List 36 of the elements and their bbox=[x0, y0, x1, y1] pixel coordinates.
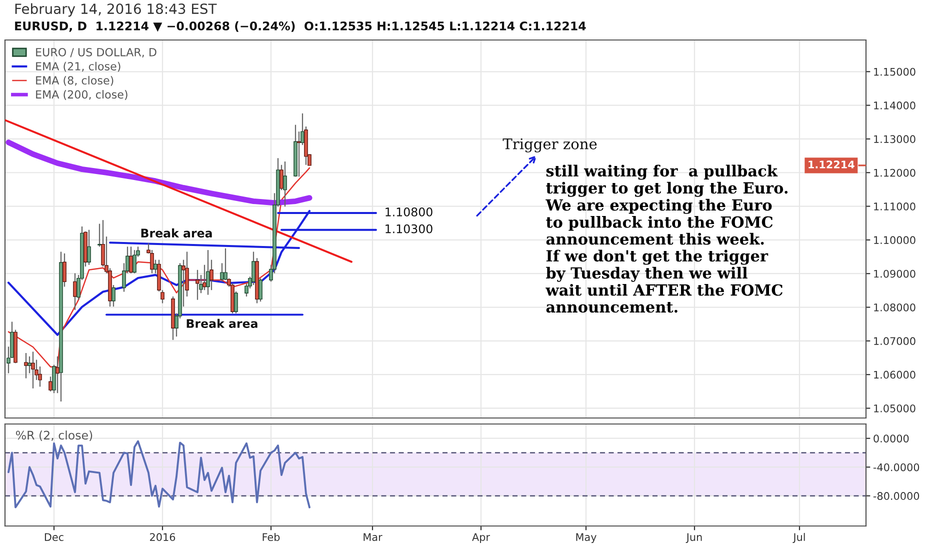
x-tick-label: Apr bbox=[472, 533, 490, 544]
chart-title: February 14, 2016 18:43 EST bbox=[15, 3, 217, 17]
legend-label: EURO / US DOLLAR, D bbox=[36, 48, 156, 58]
annotation: 1.10300 bbox=[386, 224, 432, 234]
x-tick-label: Jun bbox=[686, 533, 702, 543]
annotation: Break area bbox=[141, 228, 212, 238]
y-tick-label: 1.05000 bbox=[874, 404, 916, 412]
chart-title: %R (2, close) bbox=[16, 430, 92, 442]
x-tick-label: Dec bbox=[44, 533, 64, 542]
x-tick-label: 2016 bbox=[150, 533, 176, 542]
x-tick-label: May bbox=[576, 533, 596, 544]
legend-label: EMA (200, close) bbox=[36, 90, 128, 100]
y-tick-label: 1.08000 bbox=[874, 303, 916, 312]
legend-label: EMA (21, close) bbox=[36, 62, 120, 72]
annotation: Break area bbox=[186, 318, 258, 328]
legend-label: EMA (8, close) bbox=[36, 76, 114, 86]
x-tick-label: Jul bbox=[792, 532, 805, 543]
text: still waiting for a pullback trigger to get long the Euro. We are expecting the Euro to pullback into the FOMC announcement this week. If we don't get the trigger by Tuesday then we will wait until AFTER the FOMC announcement. bbox=[546, 164, 788, 313]
ref-line-label: 1.12214 bbox=[808, 160, 854, 168]
annotation: 1.10800 bbox=[386, 208, 432, 216]
y-tick-label: 0.0000 bbox=[874, 434, 909, 442]
y-tick-label: 1.15000 bbox=[874, 68, 916, 76]
y-tick-label: 1.06000 bbox=[874, 370, 916, 379]
y-tick-label: 1.14000 bbox=[874, 102, 916, 110]
y-tick-label: -80.0000 bbox=[873, 492, 920, 500]
y-tick-label: -40.0000 bbox=[873, 463, 920, 472]
y-tick-label: 1.07000 bbox=[874, 337, 916, 346]
annotation: Trigger zone bbox=[502, 138, 597, 152]
y-tick-label: 1.09000 bbox=[874, 270, 916, 278]
chart-subtitle: EURUSD, D 1.12214 ▼ −0.00268 (−0.24%) O:1.12535 H:1.12545 L:1.12214 C:1.12214 bbox=[15, 21, 586, 32]
y-tick-label: 1.11000 bbox=[874, 202, 916, 210]
x-tick-label: Feb bbox=[262, 532, 280, 542]
x-tick-label: Mar bbox=[364, 533, 382, 542]
y-tick-label: 1.13000 bbox=[874, 135, 916, 144]
y-tick-label: 1.12000 bbox=[874, 168, 916, 177]
y-tick-label: 1.10000 bbox=[874, 236, 916, 244]
